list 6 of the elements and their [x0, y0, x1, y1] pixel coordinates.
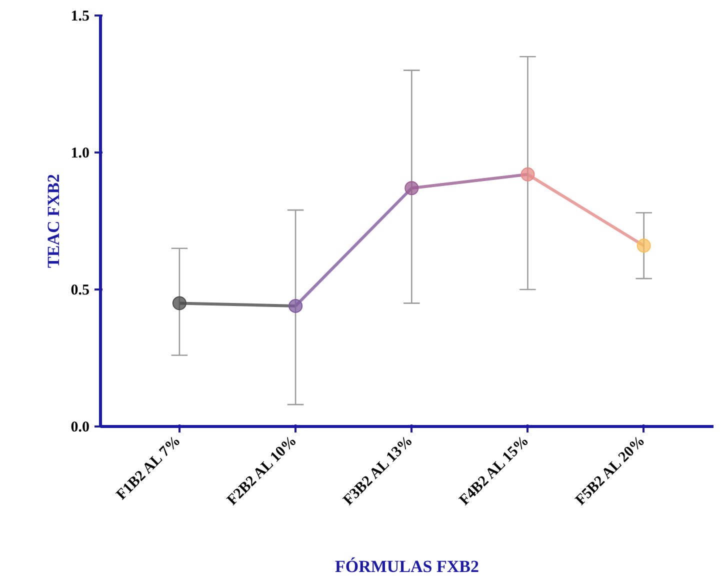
y-tick-label: 0.0: [70, 420, 90, 436]
y-tick-label: 0.5: [70, 282, 90, 298]
x-axis-title: FÓRMULAS FXB2: [334, 557, 480, 576]
y-tick-label: 1.0: [70, 146, 90, 162]
y-axis-title: TEAC FXB2: [44, 174, 63, 268]
y-tick-label: 1.5: [70, 8, 90, 24]
